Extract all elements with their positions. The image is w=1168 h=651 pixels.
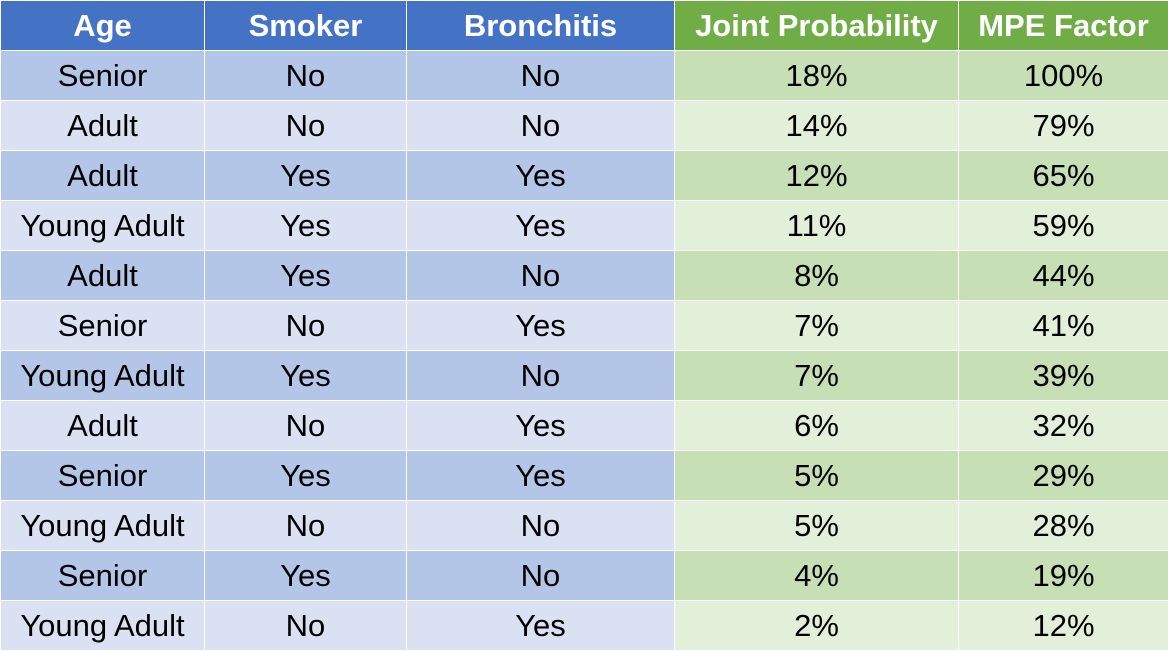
cell-smoker: No — [205, 501, 407, 551]
cell-joint-probability: 12% — [675, 151, 959, 201]
cell-smoker: Yes — [205, 551, 407, 601]
cell-joint-probability: 11% — [675, 201, 959, 251]
cell-bronchitis: Yes — [407, 151, 675, 201]
cell-smoker: No — [205, 51, 407, 101]
cell-age: Adult — [1, 401, 205, 451]
header-smoker: Smoker — [205, 1, 407, 51]
table-row: Young Adult No Yes 2% 12% — [1, 601, 1168, 651]
cell-joint-probability: 18% — [675, 51, 959, 101]
cell-age: Senior — [1, 51, 205, 101]
cell-joint-probability: 5% — [675, 451, 959, 501]
cell-age: Adult — [1, 101, 205, 151]
cell-smoker: No — [205, 401, 407, 451]
cell-age: Adult — [1, 251, 205, 301]
header-mpe-factor: MPE Factor — [959, 1, 1168, 51]
cell-bronchitis: Yes — [407, 201, 675, 251]
header-joint-probability: Joint Probability — [675, 1, 959, 51]
cell-mpe-factor: 28% — [959, 501, 1168, 551]
cell-bronchitis: Yes — [407, 451, 675, 501]
cell-mpe-factor: 59% — [959, 201, 1168, 251]
cell-bronchitis: No — [407, 551, 675, 601]
cell-bronchitis: Yes — [407, 601, 675, 651]
cell-mpe-factor: 32% — [959, 401, 1168, 451]
cell-mpe-factor: 29% — [959, 451, 1168, 501]
cell-bronchitis: No — [407, 501, 675, 551]
cell-mpe-factor: 19% — [959, 551, 1168, 601]
cell-smoker: No — [205, 301, 407, 351]
cell-age: Young Adult — [1, 351, 205, 401]
cell-joint-probability: 7% — [675, 301, 959, 351]
cell-joint-probability: 8% — [675, 251, 959, 301]
table-row: Adult No No 14% 79% — [1, 101, 1168, 151]
cell-joint-probability: 4% — [675, 551, 959, 601]
cell-age: Adult — [1, 151, 205, 201]
cell-mpe-factor: 12% — [959, 601, 1168, 651]
cell-joint-probability: 2% — [675, 601, 959, 651]
cell-bronchitis: No — [407, 101, 675, 151]
cell-mpe-factor: 44% — [959, 251, 1168, 301]
cell-mpe-factor: 100% — [959, 51, 1168, 101]
table-row: Senior Yes Yes 5% 29% — [1, 451, 1168, 501]
cell-joint-probability: 6% — [675, 401, 959, 451]
table-row: Young Adult Yes No 7% 39% — [1, 351, 1168, 401]
cell-mpe-factor: 41% — [959, 301, 1168, 351]
cell-age: Young Adult — [1, 601, 205, 651]
header-row: Age Smoker Bronchitis Joint Probability … — [1, 1, 1168, 51]
cell-age: Young Adult — [1, 501, 205, 551]
cell-smoker: Yes — [205, 451, 407, 501]
cell-joint-probability: 14% — [675, 101, 959, 151]
cell-age: Senior — [1, 551, 205, 601]
cell-bronchitis: Yes — [407, 401, 675, 451]
header-age: Age — [1, 1, 205, 51]
cell-bronchitis: Yes — [407, 301, 675, 351]
cell-bronchitis: No — [407, 51, 675, 101]
table-row: Adult No Yes 6% 32% — [1, 401, 1168, 451]
cell-joint-probability: 7% — [675, 351, 959, 401]
table-row: Senior Yes No 4% 19% — [1, 551, 1168, 601]
cell-age: Senior — [1, 451, 205, 501]
cell-joint-probability: 5% — [675, 501, 959, 551]
header-bronchitis: Bronchitis — [407, 1, 675, 51]
cell-smoker: Yes — [205, 351, 407, 401]
cell-smoker: No — [205, 601, 407, 651]
cell-smoker: No — [205, 101, 407, 151]
table-row: Adult Yes No 8% 44% — [1, 251, 1168, 301]
table-row: Senior No No 18% 100% — [1, 51, 1168, 101]
cell-smoker: Yes — [205, 201, 407, 251]
cell-smoker: Yes — [205, 251, 407, 301]
cell-age: Senior — [1, 301, 205, 351]
cell-mpe-factor: 39% — [959, 351, 1168, 401]
cell-smoker: Yes — [205, 151, 407, 201]
table-row: Senior No Yes 7% 41% — [1, 301, 1168, 351]
cell-mpe-factor: 79% — [959, 101, 1168, 151]
cell-mpe-factor: 65% — [959, 151, 1168, 201]
table-row: Young Adult No No 5% 28% — [1, 501, 1168, 551]
table-row: Adult Yes Yes 12% 65% — [1, 151, 1168, 201]
cell-bronchitis: No — [407, 351, 675, 401]
table-row: Young Adult Yes Yes 11% 59% — [1, 201, 1168, 251]
cell-bronchitis: No — [407, 251, 675, 301]
cell-age: Young Adult — [1, 201, 205, 251]
